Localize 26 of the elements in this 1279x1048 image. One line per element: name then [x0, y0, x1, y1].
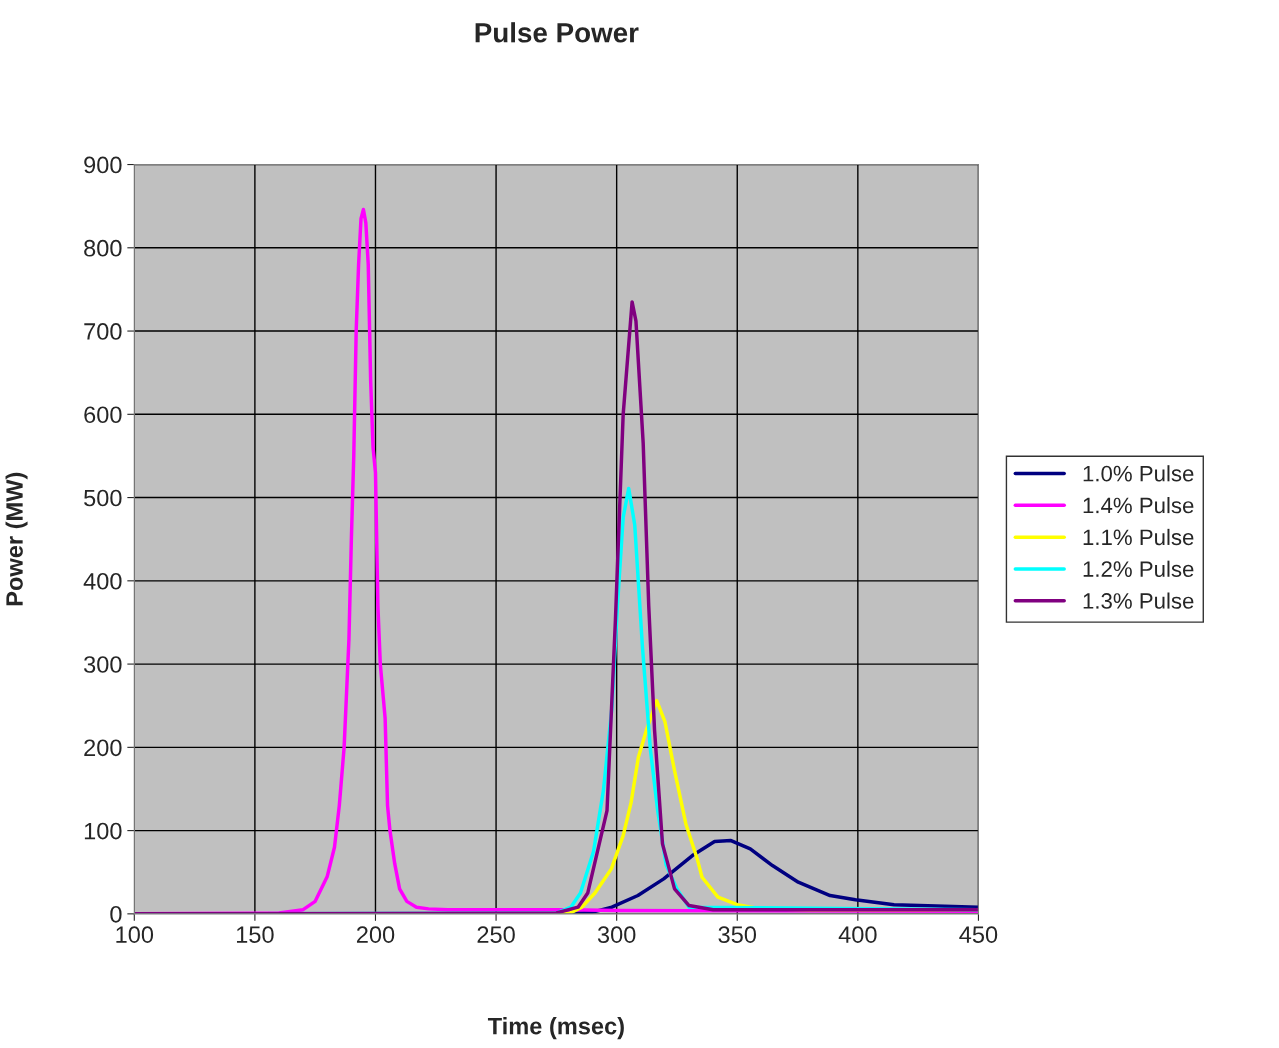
x-tick-label: 350 — [718, 926, 757, 943]
legend-label: 1.4% Pulse — [1083, 497, 1194, 514]
x-axis-title: Time (msec) — [487, 1017, 624, 1040]
legend-label: 1.1% Pulse — [1083, 528, 1194, 546]
y-tick-label: 200 — [84, 739, 122, 757]
y-tick-label: 400 — [83, 572, 122, 590]
legend-label: 1.2% Pulse — [1083, 560, 1194, 577]
y-tick-label: 900 — [84, 156, 122, 174]
legend-label: 1.0% Pulse — [1083, 465, 1194, 482]
y-tick-label: 0 — [110, 905, 122, 923]
y-tick-label: 500 — [84, 489, 122, 507]
y-tick-label: 100 — [84, 822, 122, 840]
y-tick-label: 600 — [84, 406, 122, 424]
x-tick-label: 200 — [356, 926, 395, 943]
x-tick-label: 250 — [477, 926, 515, 943]
x-tick-label: 450 — [959, 926, 998, 943]
x-tick-label: 100 — [116, 926, 154, 943]
y-tick-label: 300 — [84, 656, 122, 673]
x-tick-label: 300 — [597, 926, 636, 943]
y-tick-label: 700 — [84, 323, 122, 340]
legend-label: 1.3% Pulse — [1083, 592, 1194, 609]
y-axis-title: Power (MW) — [5, 472, 28, 606]
x-tick-label: 150 — [236, 926, 274, 943]
x-tick-label: 400 — [838, 926, 877, 943]
chart-title: Pulse Power — [475, 22, 639, 43]
y-tick-label: 800 — [84, 239, 122, 257]
